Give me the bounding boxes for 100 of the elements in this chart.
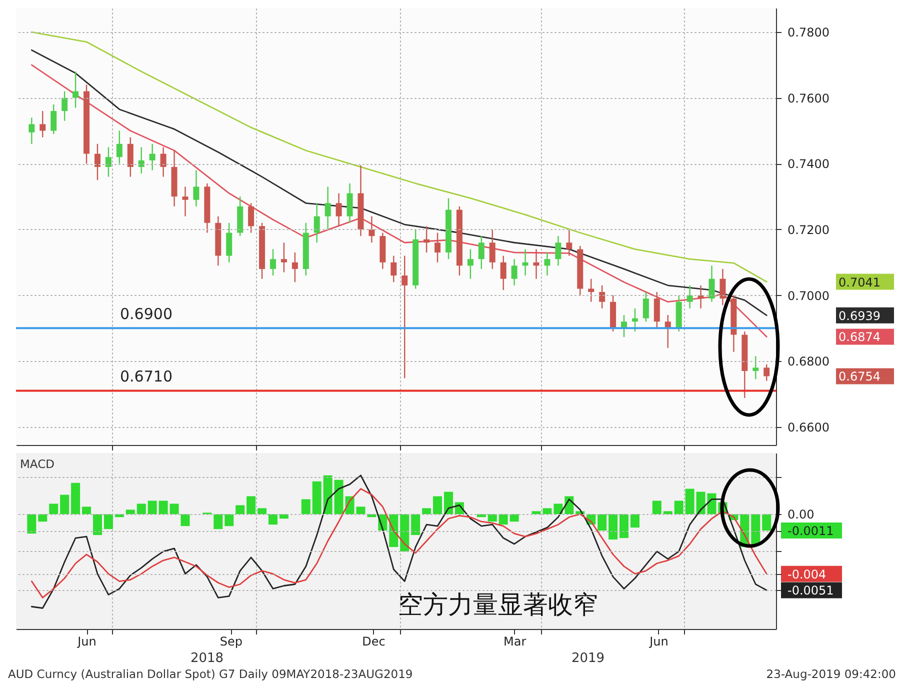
candlestick [555,235,562,266]
bar [663,511,672,514]
line-series [30,31,768,282]
candlestick [654,291,660,329]
bar [301,499,310,514]
bar [312,481,322,514]
candlestick [632,308,638,332]
candlestick [467,248,474,280]
candlestick [94,143,100,181]
candlestick [368,216,375,244]
bar [630,514,640,528]
candlestick [764,364,770,382]
text: 23-Aug-2019 09:42:00 [766,667,896,681]
bar [334,480,344,514]
bar [510,514,519,522]
bar [498,514,508,525]
bar [400,514,410,552]
y-tick-label: 0.00 [788,508,814,522]
x-tick-label: Jun [648,634,668,648]
bar [389,514,398,547]
bar [38,514,48,522]
y-tick-label: 0.7000 [788,288,830,303]
bar [224,514,234,526]
bar [652,500,662,514]
candlestick [390,255,397,283]
candlestick [500,255,506,291]
candlestick [149,143,156,171]
candlestick [314,202,320,244]
bar [411,514,420,536]
annotation: 空方力量显著收窄 [398,590,598,619]
candlestick [182,186,188,217]
y-tick-label: 0.7800 [788,26,830,40]
candlestick [105,146,112,178]
bar [236,505,245,514]
bar [751,514,760,544]
bar [126,510,135,514]
bar [444,492,453,514]
bar [542,508,552,514]
bar [488,514,497,522]
y-tick-label: 0.7600 [788,91,830,106]
candlestick [50,104,57,135]
candlestick [434,232,441,263]
bar [60,494,70,514]
y-tick-label: -0.0011 [788,524,834,538]
candlestick [193,170,200,208]
text: AUD Curncy (Australian Dollar Spot) G7 Daily 09MAY2018-23AUG2019 [8,667,413,681]
ref-line-label: 0.6710 [120,368,172,386]
candlestick [40,110,46,138]
candlestick [588,278,594,302]
candlestick [566,230,572,256]
candlestick [62,90,68,122]
bar [532,511,541,514]
y-tick-label: 0.6600 [788,420,830,434]
y-tick-label: -0.0051 [788,584,834,598]
x-tick-label: Mar [503,634,526,648]
y-tick-label: 0.7400 [788,157,830,172]
y2-tick-label: 0.6874 [838,330,880,344]
text: 2018 [190,651,224,666]
bar [422,508,432,514]
bar [246,496,256,514]
chart-title: MACD [20,457,55,471]
candlestick [686,284,693,310]
bar [136,504,146,514]
candlestick [324,186,331,230]
candlestick [424,226,430,254]
bar [214,514,223,530]
bar [71,482,80,514]
bar [554,504,563,514]
bar [674,500,684,514]
candlestick [280,242,287,273]
bar [170,504,179,514]
bar [82,506,92,514]
y-tick-label: 0.7200 [788,222,830,237]
y-tick-label: 0.6800 [788,354,830,369]
text: 2019 [571,651,605,666]
bar [762,514,772,531]
candlestick [511,258,518,286]
bar [49,504,58,514]
candlestick [346,182,353,224]
x-tick-label: Dec [362,634,386,648]
x-tick-label: Jun [76,634,96,648]
candlestick [478,235,484,270]
bar [258,508,267,514]
candlestick [642,291,649,322]
candlestick [720,268,726,306]
x-tick-label: Sep [220,634,242,648]
bar [180,514,190,526]
y2-tick-label: 0.6754 [838,370,880,384]
bar [27,514,36,534]
bar [598,514,607,531]
bar [620,514,628,538]
candlestick [402,255,408,379]
y-tick-label: -0.004 [788,567,826,582]
bar [608,514,618,540]
candlestick [127,136,134,178]
candlestick [522,248,528,276]
bar [158,500,168,514]
candlestick [489,228,496,270]
bar [92,514,102,536]
candlestick [599,284,606,310]
